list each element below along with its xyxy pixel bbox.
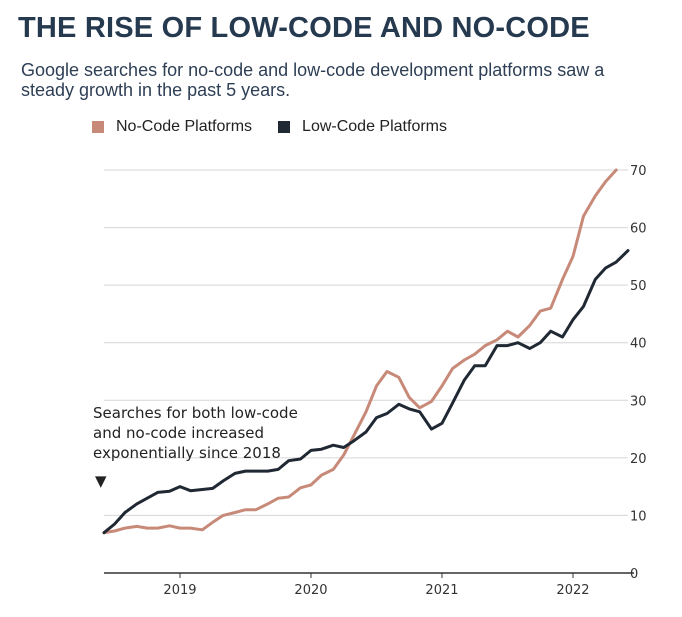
legend-item-no-code: No-Code Platforms xyxy=(92,118,252,136)
annotation-line-3: exponentially since 2018 xyxy=(93,444,281,462)
series-line-low-code xyxy=(102,249,630,535)
chart-title: THE RISE OF LOW-CODE AND NO-CODE xyxy=(18,12,590,44)
x-tick-label-2020: 2020 xyxy=(294,583,327,598)
y-tick-label-20: 20 xyxy=(630,452,647,467)
x-tick-label-2019: 2019 xyxy=(163,583,196,598)
y-tick-label-60: 60 xyxy=(630,222,647,237)
legend: No-Code Platforms Low-Code Platforms xyxy=(92,118,473,136)
legend-swatch-low-code xyxy=(278,121,291,133)
annotation-line-2: and no-code increased xyxy=(93,424,264,442)
annotation-text: Searches for both low-code and no-code in… xyxy=(93,404,298,462)
y-tick-label-10: 10 xyxy=(630,509,647,524)
y-tick-label-40: 40 xyxy=(630,337,647,352)
y-tick-label-50: 50 xyxy=(630,279,647,294)
x-tick-label-2022: 2022 xyxy=(556,583,589,598)
y-tick-label-70: 70 xyxy=(630,164,647,179)
x-tick-label-2021: 2021 xyxy=(425,583,458,598)
legend-swatch-no-code xyxy=(92,121,104,133)
y-tick-label-30: 30 xyxy=(630,394,647,409)
annotation-line-1: Searches for both low-code xyxy=(93,404,298,422)
chart-subtitle: Google searches for no-code and low-code… xyxy=(21,60,605,100)
legend-item-low-code: Low-Code Platforms xyxy=(278,118,447,136)
y-tick-label-0: 0 xyxy=(630,567,638,582)
annotation-marker-icon: ▼ xyxy=(95,472,107,490)
legend-label-no-code: No-Code Platforms xyxy=(116,118,253,135)
legend-label-low-code: Low-Code Platforms xyxy=(302,118,447,135)
series-line-no-code xyxy=(102,168,618,535)
